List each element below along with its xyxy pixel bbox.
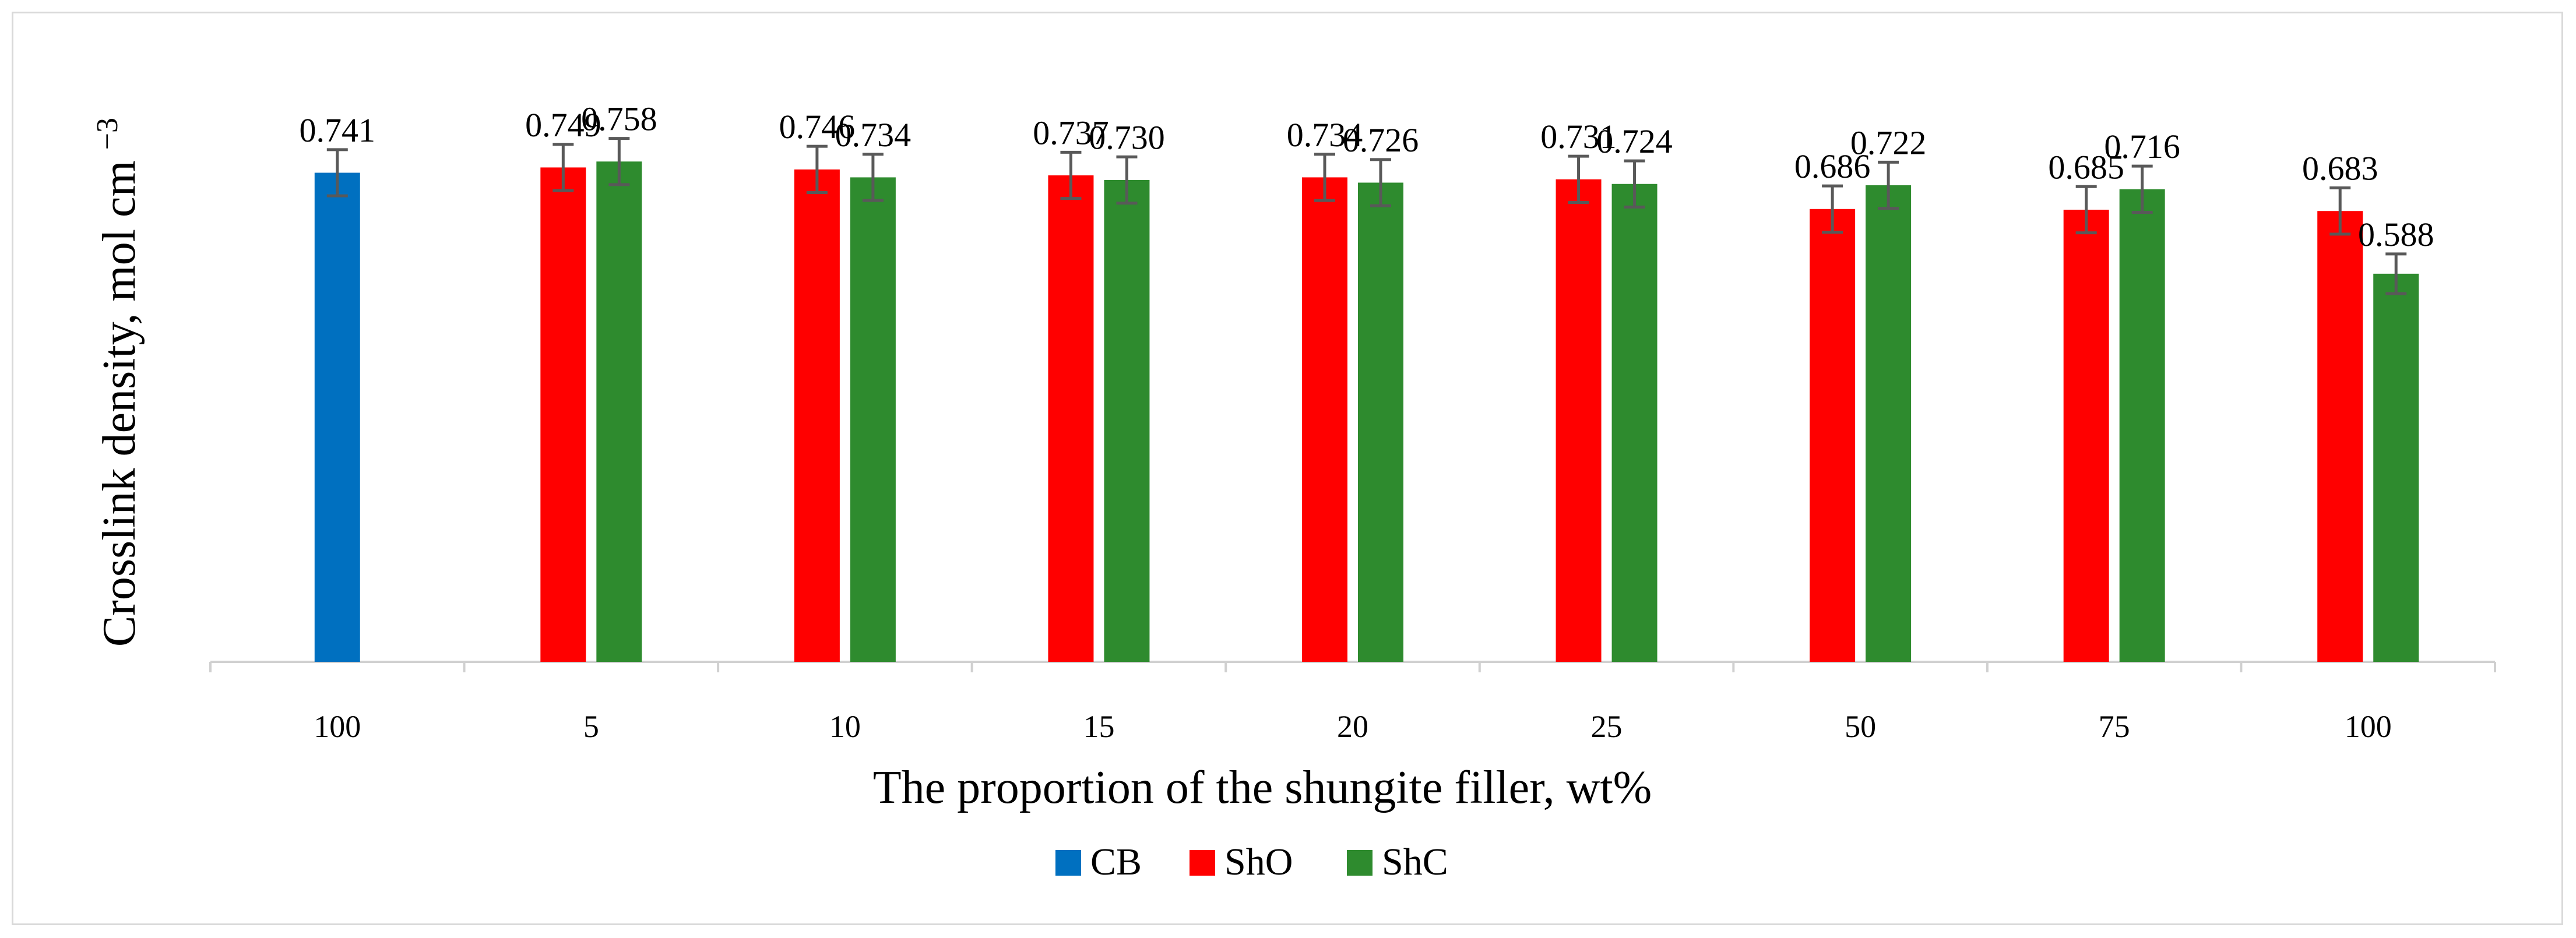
bar-cb-0: [314, 172, 360, 662]
data-label-sho-4: 0.734: [1287, 116, 1363, 154]
y-axis-title-text: Crosslink density, mol cm: [94, 160, 145, 647]
bar-sho-3: [1048, 175, 1094, 662]
y-axis-title-superscript: −3: [91, 118, 124, 150]
x-tick-label: 5: [583, 709, 599, 744]
bar-shc-1: [596, 161, 642, 662]
bar-shc-7: [2119, 189, 2165, 662]
chart-frame: 0.741 0.749 0.758 0.746 0.734 0.737 0.730 0.734…: [12, 12, 2563, 925]
bar-shc-4: [1358, 182, 1403, 662]
data-label-sho-6: 0.686: [1794, 147, 1871, 185]
error-bars: [326, 137, 2407, 295]
data-label-sho-1: 0.749: [525, 106, 601, 144]
bar-sho-4: [1302, 177, 1347, 662]
bar-shc-6: [1866, 185, 1912, 662]
x-tick-label: 20: [1337, 709, 1368, 744]
bar-sho-5: [1556, 179, 1602, 662]
x-tick-label: 50: [1845, 709, 1876, 744]
x-tick-label: 25: [1591, 709, 1623, 744]
bar-shc-2: [850, 177, 896, 662]
legend-swatch-shc: [1347, 850, 1373, 876]
data-label-shc-1: 0.758: [581, 100, 657, 138]
bar-shc-3: [1104, 179, 1150, 662]
data-label-shc-3: 0.730: [1089, 118, 1165, 156]
bars: [314, 161, 2419, 662]
legend: CB ShO ShC: [1055, 841, 1448, 883]
legend-label-sho: ShO: [1224, 841, 1293, 883]
data-label-shc-4: 0.726: [1343, 121, 1419, 159]
bar-shc-8: [2373, 273, 2419, 662]
bar-sho-1: [540, 167, 586, 662]
x-tick-label: 75: [2099, 709, 2130, 744]
legend-label-shc: ShC: [1382, 841, 1448, 883]
x-tick-label: 15: [1083, 709, 1114, 744]
data-label-shc-5: 0.724: [1596, 122, 1673, 160]
bar-shc-5: [1611, 184, 1657, 662]
data-label-sho-2: 0.746: [779, 108, 856, 146]
bar-sho-8: [2317, 211, 2363, 662]
legend-label-cb: CB: [1090, 841, 1142, 883]
bar-sho-2: [794, 169, 840, 662]
data-label-shc-2: 0.734: [835, 116, 912, 154]
data-label-sho-7: 0.685: [2048, 148, 2124, 186]
x-tick-label: 100: [2345, 709, 2392, 744]
y-axis-title: Crosslink density, mol cm −3: [91, 118, 145, 647]
x-tick-label: 10: [829, 709, 861, 744]
bar-sho-6: [1810, 209, 1856, 662]
data-label-cb-0: 0.741: [300, 111, 376, 149]
axes: [209, 661, 2496, 672]
data-label-sho-5: 0.731: [1540, 118, 1617, 156]
x-tick-label: 100: [314, 709, 361, 744]
data-label-shc-8: 0.588: [2358, 216, 2434, 253]
data-label-sho-3: 0.737: [1033, 114, 1109, 151]
data-label-shc-6: 0.722: [1850, 124, 1927, 161]
data-label-sho-8: 0.683: [2302, 150, 2378, 188]
bar-sho-7: [2063, 209, 2109, 662]
x-tick-labels: 100 5 10 15 20 25 50 75 100: [314, 709, 2391, 744]
data-label-shc-7: 0.716: [2104, 128, 2180, 165]
legend-swatch-sho: [1190, 850, 1215, 876]
x-axis-title: The proportion of the shungite filler, w…: [873, 762, 1652, 813]
legend-swatch-cb: [1055, 850, 1081, 876]
